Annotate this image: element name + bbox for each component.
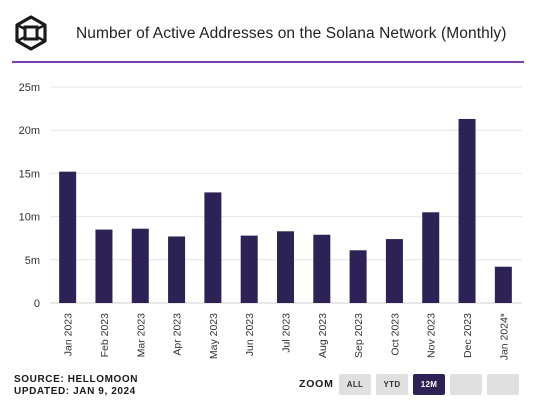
source-text: SOURCE: HELLOMOON [14, 374, 139, 385]
bar [95, 229, 113, 303]
zoom-label: ZOOM [299, 378, 334, 390]
x-tick-label: Apr 2023 [172, 313, 184, 356]
x-tick-label: Jun 2023 [244, 313, 256, 356]
updated-text: UPDATED: JAN 9, 2024 [14, 385, 136, 397]
x-tick-label: Dec 2023 [462, 313, 474, 358]
y-tick-label: 5m [25, 255, 40, 267]
bar [385, 239, 403, 303]
bar [422, 212, 440, 303]
x-tick-label: May 2023 [208, 313, 220, 359]
x-tick-label: Jan 2024* [498, 313, 510, 360]
bar-chart: 0 5m 10m 15m 20m 25m Jan 2023 Feb 2023 Mar 2023 A… [19, 82, 522, 360]
x-tick-label: Jan 2023 [63, 313, 75, 356]
bar [204, 192, 222, 303]
bar [59, 171, 77, 303]
header-divider [12, 61, 524, 63]
chart-header: Number of Active Addresses on the Solana… [0, 0, 538, 63]
x-tick-label: Jul 2023 [281, 313, 293, 353]
chart-title: Number of Active Addresses on the Solana… [76, 25, 507, 42]
x-tick-label: Feb 2023 [99, 313, 111, 358]
x-tick-label: Nov 2023 [426, 313, 438, 358]
x-tick-label: Mar 2023 [135, 313, 147, 358]
y-tick-label: 15m [19, 168, 40, 180]
hexagon-logo-icon [15, 15, 47, 51]
zoom-all-button[interactable]: ALL [339, 374, 371, 395]
x-tick-label: Oct 2023 [389, 313, 401, 356]
y-tick-label: 25m [19, 82, 40, 94]
bar [313, 234, 331, 303]
bar [131, 228, 149, 303]
x-tick-label: Sep 2023 [353, 313, 365, 358]
x-tick-label: Aug 2023 [317, 313, 329, 358]
chart-footer: SOURCE: HELLOMOON UPDATED: JAN 9, 2024 [14, 374, 138, 397]
y-tick-label: 20m [19, 125, 40, 137]
zoom-ytd-button[interactable]: YTD [376, 374, 408, 395]
zoom-blank-button-2[interactable] [487, 374, 519, 395]
bar [349, 250, 367, 303]
zoom-blank-button-1[interactable] [450, 374, 482, 395]
bar [168, 236, 186, 303]
bar [240, 235, 258, 303]
y-tick-label: 0 [34, 298, 40, 310]
y-tick-label: 10m [19, 212, 40, 224]
bar [277, 231, 294, 303]
bar [458, 118, 476, 303]
zoom-12m-button[interactable]: 12M [413, 374, 445, 395]
bar [494, 266, 512, 303]
